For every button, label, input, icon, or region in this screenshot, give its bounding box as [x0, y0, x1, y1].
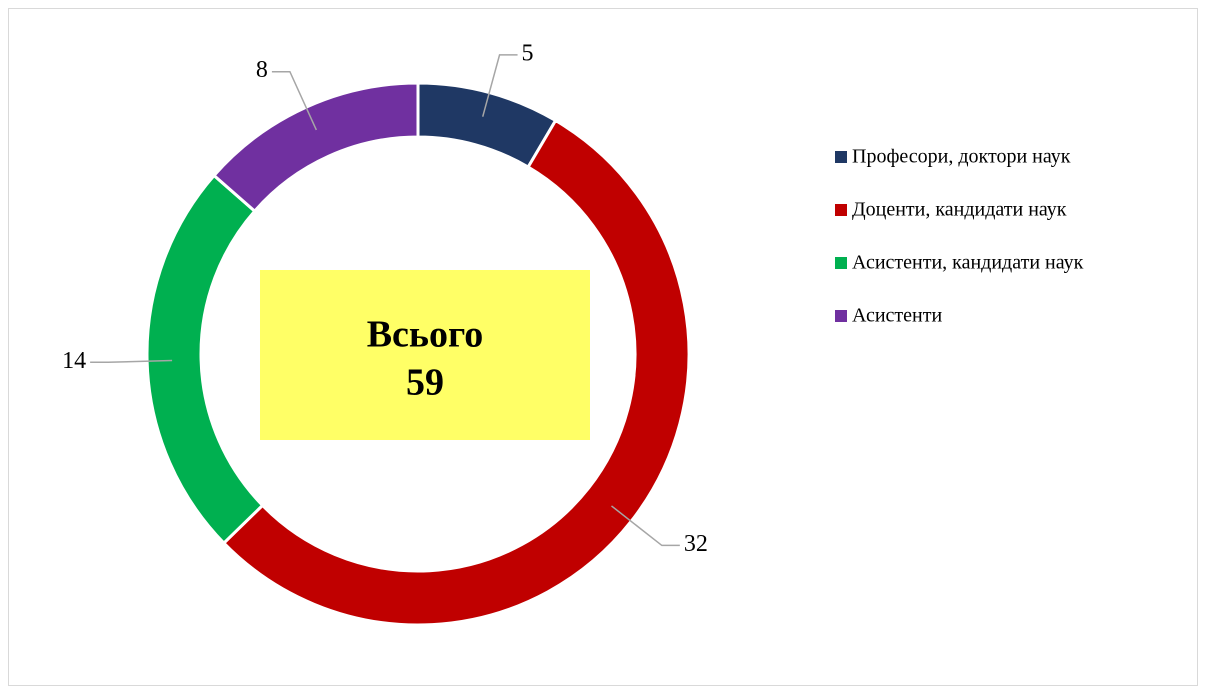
data-label: 14	[62, 348, 86, 374]
data-label: 5	[522, 40, 534, 66]
center-value: 59	[406, 362, 444, 404]
data-label: 8	[256, 57, 268, 83]
legend-swatch	[835, 151, 847, 163]
leader-line	[481, 54, 518, 117]
legend-label: Асистенти, кандидати наук	[852, 252, 1084, 274]
legend-swatch	[835, 310, 847, 322]
legend-label: Асистенти	[852, 305, 942, 327]
legend-swatch	[835, 204, 847, 216]
legend-label: Професори, доктори наук	[852, 146, 1071, 168]
leader-line	[611, 505, 680, 547]
legend-swatch	[835, 257, 847, 269]
donut-segment	[221, 118, 691, 627]
donut-segment	[211, 81, 420, 214]
chart-frame	[8, 8, 1198, 686]
legend-label: Доценти, кандидати наук	[852, 199, 1067, 221]
leader-line	[90, 359, 173, 364]
leader-line	[271, 70, 318, 131]
center-box	[260, 270, 590, 440]
data-label: 32	[684, 531, 708, 557]
center-title: Всього	[367, 314, 484, 356]
